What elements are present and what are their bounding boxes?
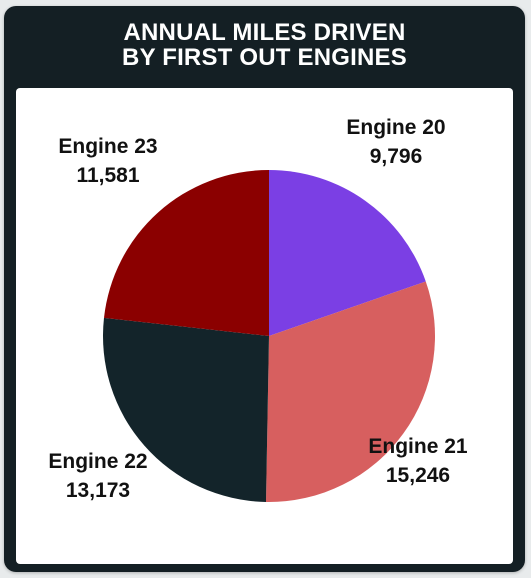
chart-title-line-1: ANNUAL MILES DRIVEN	[123, 19, 406, 46]
slice-label-engine-21: Engine 21	[368, 435, 468, 458]
slice-label-engine-20: Engine 20	[346, 116, 445, 139]
pie-slice-engine-22	[102, 317, 269, 502]
pie-chart: Engine 20 9,796 Engine 21 15,246 Engine 22 13…	[48, 116, 468, 502]
slice-value-engine-22: 13,173	[66, 479, 130, 502]
slice-value-engine-21: 15,246	[386, 464, 450, 487]
slice-value-engine-20: 9,796	[370, 145, 423, 168]
slice-value-engine-23: 11,581	[76, 164, 139, 187]
chart-title-line-2: BY FIRST OUT ENGINES	[122, 44, 407, 71]
pie-slice-engine-20	[269, 170, 426, 336]
pie-slice-engine-23	[103, 170, 270, 336]
chart-panel: Engine 20 9,796 Engine 21 15,246 Engine 22 13…	[16, 88, 513, 564]
slice-label-engine-23: Engine 23	[58, 135, 157, 158]
chart-title: ANNUAL MILES DRIVEN BY FIRST OUT ENGINES	[4, 20, 525, 70]
slice-label-engine-22: Engine 22	[48, 450, 147, 473]
pie-slice-engine-21	[265, 281, 436, 502]
chart-card: ANNUAL MILES DRIVEN BY FIRST OUT ENGINES…	[4, 6, 525, 572]
